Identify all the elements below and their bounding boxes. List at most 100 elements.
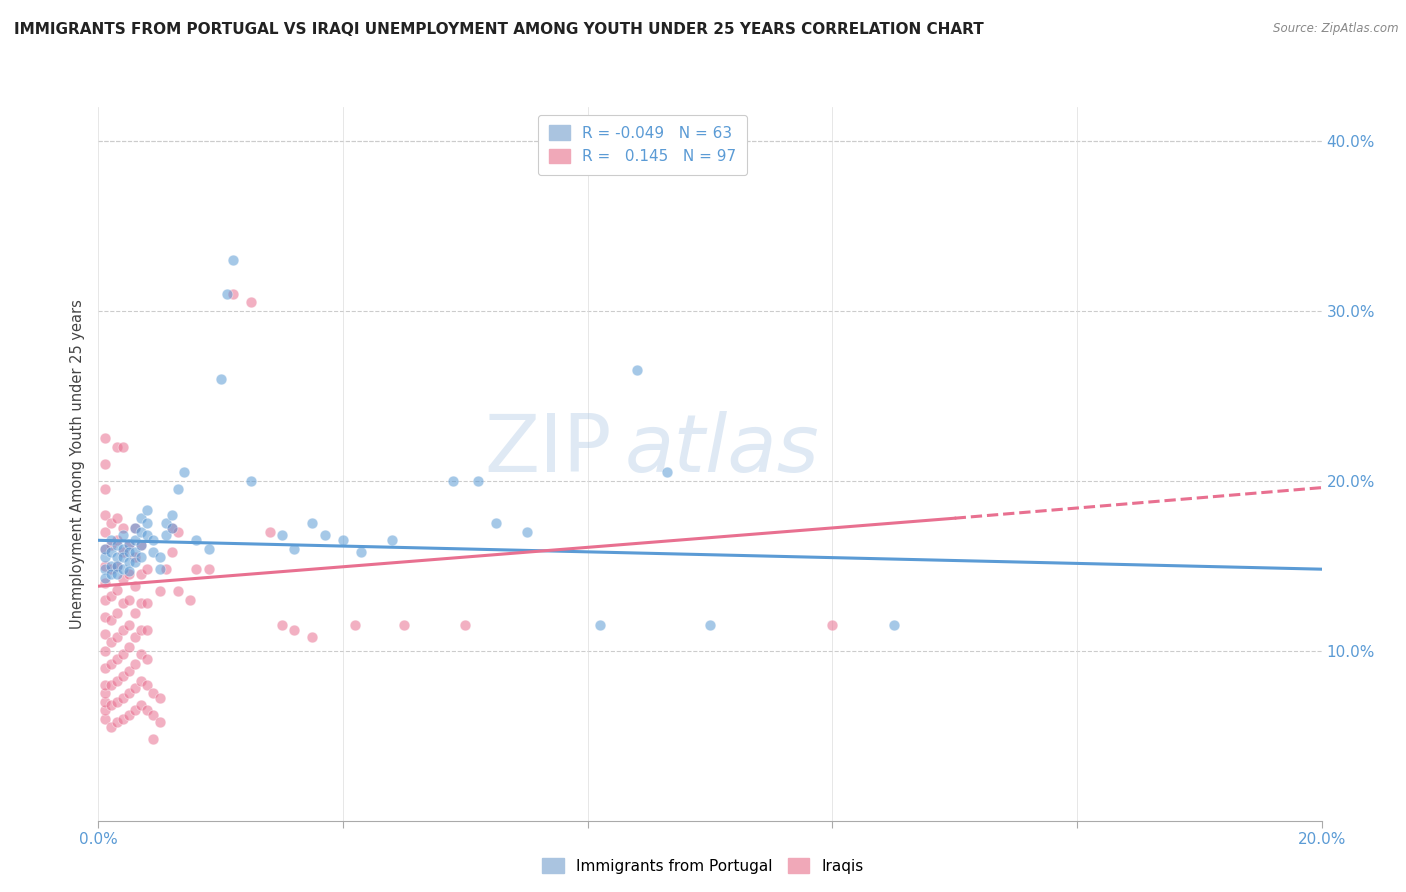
- Point: [124, 545, 146, 559]
- Point: [124, 681, 146, 695]
- Point: [160, 521, 183, 535]
- Point: [657, 466, 679, 480]
- Point: [100, 562, 122, 576]
- Point: [381, 533, 404, 548]
- Point: [149, 562, 172, 576]
- Point: [111, 624, 134, 638]
- Point: [111, 528, 134, 542]
- Point: [301, 630, 323, 644]
- Point: [124, 703, 146, 717]
- Point: [136, 562, 159, 576]
- Point: [118, 564, 141, 578]
- Point: [124, 521, 146, 535]
- Point: [105, 630, 128, 644]
- Point: [124, 533, 146, 548]
- Point: [332, 533, 354, 548]
- Point: [100, 516, 122, 531]
- Point: [699, 618, 721, 632]
- Point: [136, 703, 159, 717]
- Point: [93, 431, 115, 445]
- Point: [149, 691, 172, 706]
- Point: [350, 545, 373, 559]
- Point: [516, 524, 538, 539]
- Point: [129, 524, 152, 539]
- Point: [186, 533, 208, 548]
- Point: [100, 613, 122, 627]
- Point: [93, 571, 115, 585]
- Point: [129, 538, 152, 552]
- Point: [136, 678, 159, 692]
- Point: [93, 508, 115, 522]
- Point: [344, 618, 367, 632]
- Point: [129, 674, 152, 689]
- Point: [105, 558, 128, 573]
- Point: [93, 661, 115, 675]
- Point: [93, 558, 115, 573]
- Point: [111, 596, 134, 610]
- Point: [167, 524, 190, 539]
- Point: [105, 558, 128, 573]
- Point: [100, 545, 122, 559]
- Point: [441, 474, 464, 488]
- Point: [105, 652, 128, 666]
- Point: [118, 686, 141, 700]
- Point: [301, 516, 323, 531]
- Point: [100, 533, 122, 548]
- Point: [111, 440, 134, 454]
- Point: [93, 541, 115, 556]
- Point: [105, 550, 128, 565]
- Point: [485, 516, 508, 531]
- Point: [105, 674, 128, 689]
- Point: [118, 618, 141, 632]
- Point: [136, 502, 159, 516]
- Point: [118, 538, 141, 552]
- Point: [155, 516, 177, 531]
- Point: [197, 562, 219, 576]
- Point: [136, 596, 159, 610]
- Point: [118, 664, 141, 678]
- Point: [105, 715, 128, 730]
- Point: [883, 618, 905, 632]
- Legend: R = -0.049   N = 63, R =   0.145   N = 97: R = -0.049 N = 63, R = 0.145 N = 97: [538, 115, 748, 175]
- Point: [105, 607, 128, 621]
- Text: ZIP: ZIP: [485, 410, 612, 489]
- Point: [136, 528, 159, 542]
- Point: [129, 596, 152, 610]
- Point: [93, 686, 115, 700]
- Point: [111, 669, 134, 683]
- Point: [100, 635, 122, 649]
- Text: Source: ZipAtlas.com: Source: ZipAtlas.com: [1274, 22, 1399, 36]
- Point: [93, 562, 115, 576]
- Point: [454, 618, 477, 632]
- Point: [129, 647, 152, 661]
- Point: [222, 287, 245, 301]
- Point: [111, 573, 134, 587]
- Point: [93, 626, 115, 640]
- Point: [93, 712, 115, 726]
- Point: [215, 287, 238, 301]
- Text: atlas: atlas: [624, 410, 820, 489]
- Point: [124, 657, 146, 672]
- Point: [155, 528, 177, 542]
- Point: [186, 562, 208, 576]
- Point: [124, 550, 146, 565]
- Point: [100, 720, 122, 734]
- Point: [100, 657, 122, 672]
- Point: [111, 521, 134, 535]
- Point: [160, 508, 183, 522]
- Point: [240, 295, 263, 310]
- Point: [93, 678, 115, 692]
- Point: [93, 695, 115, 709]
- Point: [314, 528, 336, 542]
- Point: [240, 474, 263, 488]
- Legend: Immigrants from Portugal, Iraqis: Immigrants from Portugal, Iraqis: [536, 852, 870, 880]
- Point: [93, 524, 115, 539]
- Point: [136, 652, 159, 666]
- Point: [100, 567, 122, 582]
- Point: [93, 703, 115, 717]
- Point: [100, 538, 122, 552]
- Point: [149, 550, 172, 565]
- Point: [589, 618, 612, 632]
- Point: [118, 555, 141, 569]
- Point: [283, 624, 305, 638]
